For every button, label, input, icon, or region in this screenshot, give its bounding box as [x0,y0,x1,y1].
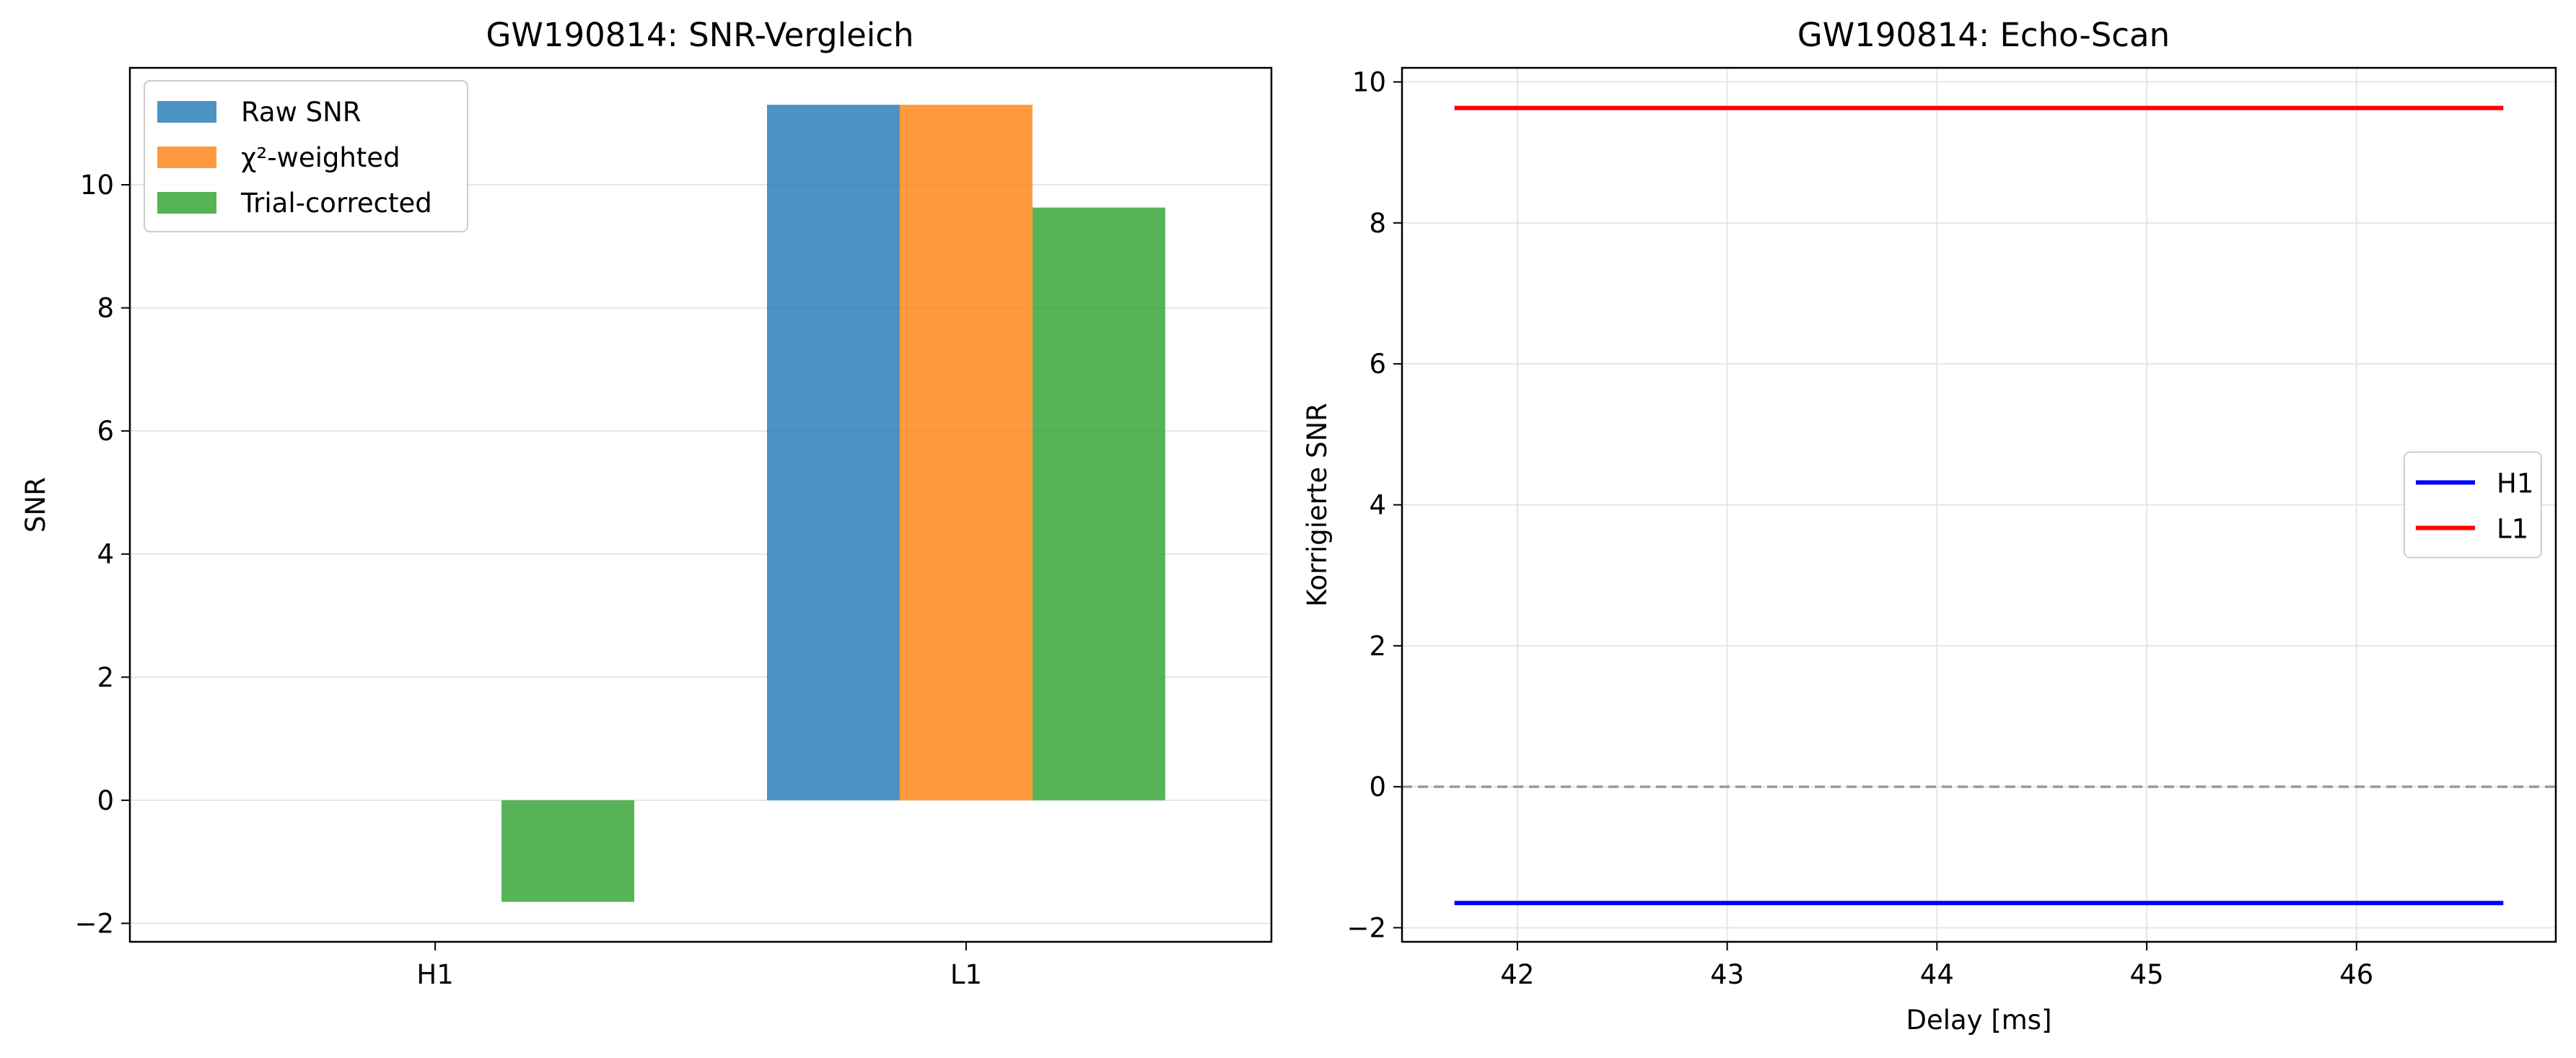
x-tick-label: 42 [1500,959,1534,990]
y-tick-label: 2 [1369,631,1386,662]
bar [1032,207,1165,800]
plot-frame [1401,66,2557,943]
y-tick-label: 0 [97,785,114,816]
x-tick-label: H1 [416,959,453,990]
y-axis-label: Korrigierte SNR [1302,403,1333,607]
y-tick-label: 8 [1369,208,1386,239]
legend-box [2404,451,2542,559]
grid-lines [1402,68,2556,942]
legend-box [144,80,468,232]
x-axis-ticks: 42 43 44 45 46 [1500,942,2373,990]
snr-comparison-chart: GW190814: SNR-Vergleich −2 0 2 4 6 8 10 H1 L1 S… [20,16,1273,990]
legend-label: H1 [2497,468,2533,499]
legend-label: L1 [2497,514,2528,545]
x-tick-label: L1 [950,959,982,990]
bars [501,105,1165,902]
bar [501,800,635,902]
legend-label: Raw SNR [241,97,361,128]
y-tick-label: −2 [74,908,114,939]
legend-swatch [157,147,216,168]
series-lines [1454,105,2504,906]
legend-swatch [157,192,216,214]
x-tick-label: 44 [1920,959,1954,990]
chart-title: GW190814: Echo-Scan [1797,16,2170,54]
legend-label: Trial-corrected [240,188,432,219]
y-tick-label: 10 [1352,67,1386,98]
y-tick-label: 4 [97,539,114,570]
bar [766,105,900,800]
y-tick-label: 0 [1369,771,1386,803]
y-tick-label: 10 [80,170,114,201]
x-tick-label: 45 [2130,959,2164,990]
chart-title: GW190814: SNR-Vergleich [486,16,914,54]
y-axis-ticks: −2 0 2 4 6 8 10 [1346,67,1402,943]
y-tick-label: 6 [1369,349,1386,380]
x-axis-label: Delay [ms] [1906,1005,2051,1036]
bar [899,105,1033,800]
legend: Raw SNR χ²-weighted Trial-corrected [144,80,468,232]
plot-frame [128,66,1273,943]
x-tick-label: 46 [2339,959,2373,990]
legend-swatch [157,101,216,123]
legend-label: χ²-weighted [241,142,400,173]
y-tick-label: 6 [97,416,114,447]
x-axis-ticks: H1 L1 [416,942,982,990]
x-tick-label: 43 [1710,959,1744,990]
y-tick-label: 8 [97,293,114,324]
y-tick-label: −2 [1346,912,1386,943]
y-axis-label: SNR [20,477,51,533]
y-axis-ticks: −2 0 2 4 6 8 10 [74,170,130,939]
y-tick-label: 4 [1369,490,1386,521]
y-tick-label: 2 [97,662,114,693]
